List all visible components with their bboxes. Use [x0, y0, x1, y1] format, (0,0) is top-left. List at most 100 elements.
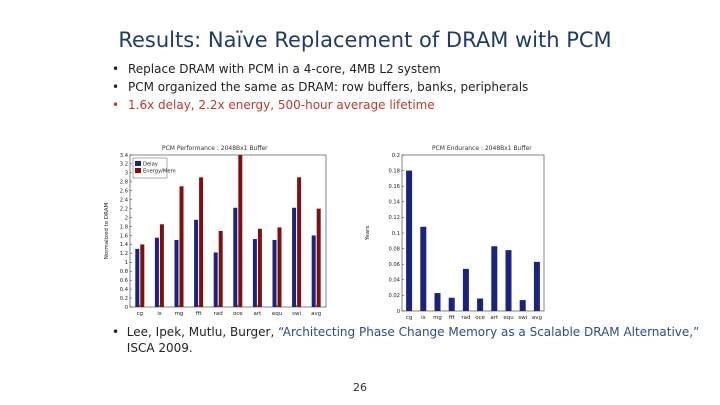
x-tick-label: mg	[175, 311, 184, 317]
y-tick-label: 1.4	[120, 242, 129, 248]
x-tick-label: is	[421, 315, 426, 321]
bar	[140, 244, 145, 307]
bar	[505, 250, 512, 311]
y-tick-label: 2	[125, 215, 128, 221]
x-tick-label: swi	[518, 315, 527, 321]
bar	[199, 177, 204, 307]
y-tick-label: 1	[125, 260, 128, 266]
bar	[297, 177, 302, 307]
bar	[194, 219, 199, 307]
y-tick-label: 2.6	[120, 189, 128, 195]
bullet-marker: •	[112, 98, 120, 112]
x-tick-label: equ	[503, 315, 513, 321]
y-tick-label: 1.8	[120, 224, 128, 230]
y-tick-label: 0.08	[388, 246, 400, 252]
y-tick-label: 0.04	[388, 278, 400, 284]
x-tick-label: avg	[532, 315, 542, 321]
x-tick-label: is	[157, 311, 162, 317]
bullet-item: • PCM organized the same as DRAM: row bu…	[112, 78, 528, 96]
bar	[434, 293, 441, 311]
y-tick-label: 0.16	[388, 184, 400, 190]
bar	[533, 261, 540, 311]
reference-venue: ISCA 2009.	[126, 341, 193, 355]
bullet-marker: •	[112, 62, 120, 76]
legend-box	[132, 157, 168, 179]
reference-title: “Architecting Phase Change Memory as a S…	[278, 325, 700, 339]
legend-swatch	[135, 161, 141, 166]
x-tick-label: fft	[196, 311, 203, 317]
bar	[154, 237, 159, 307]
slide-title: Results: Naïve Replacement of DRAM with …	[118, 28, 612, 52]
y-axis-label: Years	[365, 226, 371, 242]
performance-chart-panel: PCM Performance : 2048Bx1 Buffer 0 0.2 0.4…	[100, 143, 332, 321]
x-tick-label: cg	[406, 315, 413, 321]
legend-label: Energy/Mem	[143, 169, 176, 175]
x-tick-label: rad	[461, 315, 470, 321]
y-tick-label: 0.06	[388, 262, 400, 268]
bar	[491, 246, 498, 311]
x-tick-label: swi	[292, 311, 301, 317]
y-tick-label: 2.8	[120, 180, 128, 186]
endurance-chart-title: PCM Endurance : 2048Bx1 Buffer	[432, 145, 532, 152]
bullet-marker: •	[112, 325, 120, 339]
y-tick-label: 0.02	[388, 293, 400, 299]
endurance-chart: 0 0.02 0.04 0.06 0.08 0.1 0.12 0.14 0.16 0.18 0.2 Y…	[365, 153, 545, 321]
x-tick-label: equ	[272, 311, 282, 317]
bar	[179, 186, 184, 307]
bar	[462, 268, 469, 311]
y-tick-label: 1.6	[120, 233, 128, 239]
y-tick-label: 0.2	[120, 296, 128, 302]
x-tick-label: avg	[311, 311, 321, 317]
bar	[159, 224, 164, 307]
y-tick-label: 0.6	[120, 278, 128, 284]
y-tick-label: 2.2	[120, 206, 128, 212]
y-tick-label: 0.12	[388, 215, 400, 221]
bullet-text: Replace DRAM with PCM in a 4-core, 4MB L…	[128, 62, 441, 76]
bar	[292, 207, 297, 307]
y-tick-label: 0.14	[388, 200, 400, 206]
endurance-chart-panel: PCM Endurance : 2048Bx1 Buffer 0 0.02 0.04…	[362, 143, 550, 321]
y-tick-label: 0	[397, 309, 400, 315]
bar	[238, 155, 243, 307]
bar	[406, 170, 413, 311]
y-tick-label: 3	[125, 171, 128, 177]
y-axis-label: Normalized to DRAM	[104, 202, 110, 259]
performance-chart-title: PCM Performance : 2048Bx1 Buffer	[162, 145, 268, 152]
bar	[233, 207, 238, 307]
y-tick-label: 0	[125, 305, 128, 311]
reference-authors: Lee, Ipek, Mutlu, Burger,	[126, 325, 279, 339]
bar	[272, 239, 277, 307]
y-tick-label: 0.1	[392, 231, 400, 237]
bullet-list: • Replace DRAM with PCM in a 4-core, 4MB…	[112, 60, 528, 114]
legend-label: Delay	[143, 162, 158, 168]
x-tick-label: rad	[214, 311, 223, 317]
y-tick-label: 3.4	[120, 153, 129, 159]
y-tick-label: 3.2	[120, 162, 128, 168]
bar	[420, 226, 427, 311]
reference-bullet: • Lee, Ipek, Mutlu, Burger, “Architectin…	[112, 324, 720, 356]
y-tick-label: 1.2	[120, 251, 128, 257]
x-tick-label: mg	[433, 315, 442, 321]
bar	[519, 300, 526, 311]
bar	[477, 298, 484, 311]
page-number: 26	[353, 381, 367, 394]
bar	[448, 297, 455, 311]
y-tick-label: 0.4	[120, 287, 129, 293]
bar	[218, 231, 223, 307]
y-tick-label: 0.18	[388, 168, 400, 174]
bar	[316, 208, 321, 307]
y-tick-label: 0.8	[120, 269, 128, 275]
y-tick-label: 2.4	[120, 198, 129, 204]
bar	[174, 239, 179, 307]
bar	[257, 228, 262, 307]
legend-swatch	[135, 168, 141, 173]
bullet-marker: •	[112, 80, 120, 94]
x-tick-label: cg	[137, 311, 144, 317]
x-tick-label: fft	[449, 315, 456, 321]
bullet-item-highlight: • 1.6x delay, 2.2x energy, 500-hour aver…	[112, 96, 528, 114]
y-tick-label: 0.2	[392, 153, 400, 159]
performance-chart: 0 0.2 0.4 0.6 0.8 1 1.2 1.4 1.6 1.8 2 2.2 2.4 2.6 2.8 3…	[104, 153, 327, 317]
x-tick-label: art	[490, 315, 499, 321]
bullet-text: PCM organized the same as DRAM: row buff…	[128, 80, 529, 94]
bar	[213, 252, 218, 307]
